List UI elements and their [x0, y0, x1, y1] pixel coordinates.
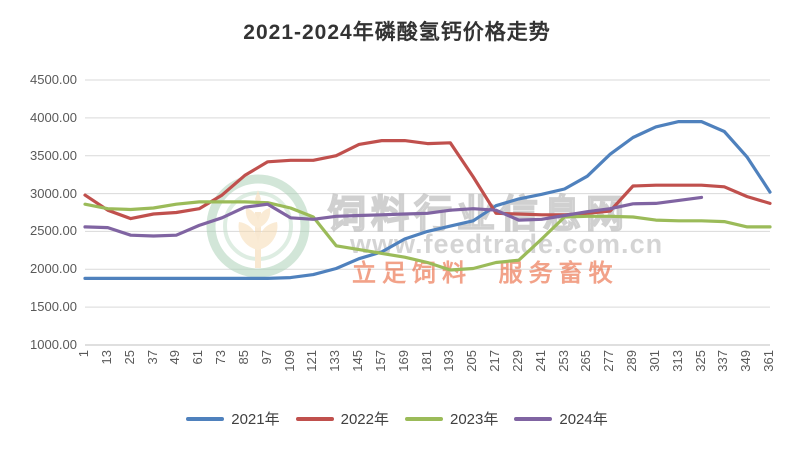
legend-line-swatch: [405, 416, 443, 421]
y-axis-tick-label: 3500.00: [30, 147, 77, 163]
legend-item-2024年: 2024年: [514, 408, 608, 429]
x-axis-tick-label: 1: [76, 350, 91, 358]
x-axis-tick-label: 337: [715, 350, 731, 372]
legend-label: 2023年: [450, 411, 499, 428]
x-axis-tick-label: 361: [761, 350, 776, 372]
x-axis-tick-label: 49: [167, 350, 183, 365]
x-axis-tick-label: 37: [144, 350, 160, 365]
x-axis-tick-label: 97: [258, 350, 274, 365]
x-axis-tick-label: 169: [395, 350, 411, 372]
x-axis-tick-label: 217: [487, 350, 502, 372]
y-axis-tick-label: 3000.00: [30, 185, 77, 201]
y-axis-tick-label: 2500.00: [30, 223, 77, 239]
wheat-circle-logo-icon: [206, 174, 310, 278]
y-axis-tick-label: 1500.00: [30, 299, 77, 315]
legend-item-2022年: 2022年: [295, 408, 389, 429]
series-line-2021年: [83, 120, 772, 280]
x-axis-tick-label: 193: [441, 350, 457, 372]
x-axis-tick-label: 61: [190, 350, 206, 365]
x-axis-tick-label: 181: [418, 350, 434, 372]
x-axis-tick-label: 265: [578, 350, 594, 372]
x-axis-tick-label: 301: [646, 350, 662, 372]
series-line-2023年: [83, 200, 772, 272]
x-axis-tick-label: 289: [624, 350, 639, 372]
x-axis-tick-label: 25: [121, 350, 137, 365]
x-axis-tick-label: 85: [235, 350, 251, 365]
series-line-2024年: [83, 195, 704, 238]
x-axis-tick-label: 349: [738, 350, 754, 372]
x-axis-tick-label: 241: [532, 350, 548, 372]
x-axis-tick-label: 121: [304, 350, 320, 372]
x-axis-tick-label: 229: [509, 350, 525, 372]
y-axis-tick-label: 1000.00: [30, 337, 77, 352]
x-axis-tick-label: 73: [213, 350, 228, 365]
x-axis-tick-label: 145: [350, 350, 365, 372]
y-axis-tick-label: 4500.00: [30, 72, 77, 87]
x-axis-tick-label: 313: [669, 350, 685, 372]
x-axis-tick-label: 277: [601, 350, 617, 372]
legend-item-2021年: 2021年: [186, 408, 280, 429]
x-axis-tick-label: 157: [372, 350, 388, 372]
legend-line-swatch: [186, 416, 225, 421]
x-axis-tick-label: 253: [555, 350, 571, 372]
x-axis-tick-label: 205: [464, 350, 480, 372]
x-axis-tick-label: 109: [281, 350, 297, 372]
legend-line-swatch: [295, 416, 334, 421]
x-axis-tick-label: 133: [327, 350, 343, 372]
watermark-site-url: www.feedtrade.com.cn: [350, 229, 664, 259]
x-axis-tick-label: 13: [98, 350, 114, 365]
legend: 2021年 2022年 2023年 2024年: [0, 408, 794, 429]
y-axis-tick-label: 2000.00: [30, 261, 77, 277]
y-axis-tick-label: 4000.00: [30, 109, 77, 125]
legend-line-swatch: [514, 416, 553, 421]
legend-label: 2022年: [340, 411, 389, 428]
chart-title: 2021-2024年磷酸氢钙价格走势: [243, 21, 551, 44]
legend-label: 2024年: [559, 411, 608, 428]
legend-label: 2021年: [231, 411, 280, 428]
series-line-2022年: [83, 139, 772, 221]
legend-item-2023年: 2023年: [405, 408, 498, 429]
x-axis-tick-label: 325: [692, 350, 708, 372]
